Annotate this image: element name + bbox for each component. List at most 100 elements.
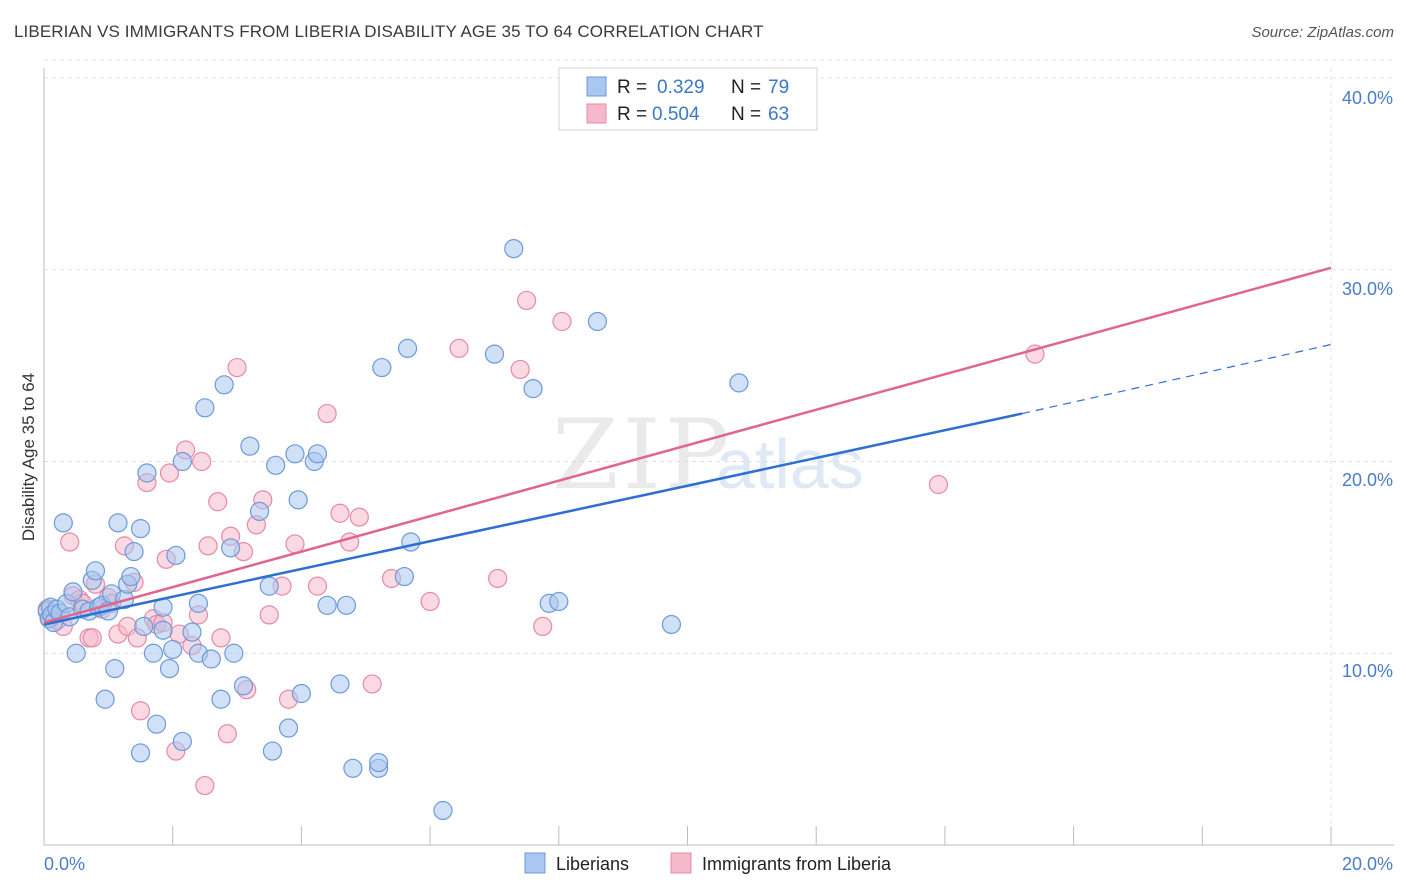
legend-top-r-label-2: R = <box>617 104 647 125</box>
liberians-point-51 <box>249 501 270 521</box>
liberians-point-60 <box>307 444 328 464</box>
immigrants-point-5 <box>60 532 80 552</box>
liberians-point-15 <box>85 561 106 581</box>
legend-top-n-value-2: 63 <box>768 104 789 125</box>
legend-top-blue-swatch <box>586 76 607 97</box>
series-immigrants-points <box>37 290 1045 796</box>
liberians-point-44 <box>201 649 221 669</box>
liberians-point-32 <box>147 714 167 734</box>
immigrants-point-63 <box>928 474 949 495</box>
axes <box>43 68 1394 846</box>
liberians-point-40 <box>182 622 202 642</box>
liberians-point-74 <box>523 379 543 399</box>
legend-top-n-label-2: N = <box>731 104 761 125</box>
immigrants-point-57 <box>488 568 508 589</box>
trend-line-immigrants <box>43 266 1332 624</box>
liberians-point-38 <box>172 451 192 472</box>
legend-bottom-pink-swatch <box>670 852 692 874</box>
legend-top-pink-swatch <box>586 103 607 124</box>
liberians-point-58 <box>291 683 311 704</box>
liberians-point-27 <box>130 519 151 539</box>
liberians-point-18 <box>95 689 115 709</box>
legend-top: R = 0.329 N = 79 R = 0.504 N = 63 <box>558 67 818 131</box>
legend-top-n-label-1: N = <box>731 77 761 98</box>
immigrants-point-33 <box>195 775 215 796</box>
series-liberians-points <box>37 239 749 821</box>
immigrants-point-59 <box>517 290 537 311</box>
y-tick-label-20: 20.0% <box>1342 470 1393 490</box>
immigrants-point-56 <box>449 338 469 358</box>
liberians-point-67 <box>369 752 389 773</box>
immigrants-point-49 <box>317 403 337 424</box>
immigrants-point-36 <box>211 628 231 648</box>
liberians-point-30 <box>137 463 157 483</box>
liberians-point-43 <box>195 398 215 418</box>
legend-top-r-value-1: 0.329 <box>657 77 705 98</box>
liberians-point-56 <box>285 444 305 464</box>
immigrants-point-47 <box>285 534 305 554</box>
liberians-point-68 <box>394 566 414 587</box>
liberians-point-53 <box>262 741 283 761</box>
immigrants-point-55 <box>420 591 440 612</box>
liberians-point-62 <box>330 674 350 694</box>
legend-bottom: Liberians Immigrants from Liberia <box>524 852 892 874</box>
liberians-point-26 <box>124 542 144 562</box>
immigrants-point-48 <box>307 576 328 596</box>
liberians-point-36 <box>163 639 183 660</box>
liberians-point-10 <box>63 582 83 602</box>
legend-bottom-label-immigrants: Immigrants from Liberia <box>702 854 892 874</box>
chart-title: LIBERIAN VS IMMIGRANTS FROM LIBERIA DISA… <box>14 22 764 41</box>
liberians-point-69 <box>397 338 418 358</box>
liberians-point-55 <box>278 718 299 738</box>
liberians-point-35 <box>159 658 180 679</box>
immigrants-point-37 <box>217 724 237 744</box>
legend-top-r-value-2: 0.504 <box>652 104 700 125</box>
liberians-point-65 <box>372 357 392 378</box>
liberians-point-63 <box>336 595 357 615</box>
legend-top-r-label-1: R = <box>617 77 647 98</box>
liberians-point-52 <box>259 576 279 596</box>
liberians-point-73 <box>504 239 524 259</box>
watermark: ZIP atlas <box>552 399 864 511</box>
liberians-point-33 <box>153 620 173 640</box>
immigrants-point-44 <box>259 605 279 625</box>
liberians-point-28 <box>130 743 151 763</box>
liberians-point-50 <box>240 436 260 456</box>
liberians-point-54 <box>266 455 286 475</box>
immigrants-point-53 <box>362 674 382 694</box>
immigrants-point-39 <box>227 357 247 378</box>
liberians-point-79 <box>729 373 749 393</box>
liberians-point-47 <box>221 538 241 558</box>
liberians-point-11 <box>66 643 86 663</box>
liberians-point-37 <box>166 545 186 566</box>
y-tick-label-40: 40.0% <box>1342 88 1393 108</box>
immigrants-point-20 <box>130 701 151 721</box>
y-tick-labels: 10.0% 20.0% 30.0% 40.0% <box>1342 88 1393 681</box>
x-tick-label-min: 0.0% <box>44 854 85 874</box>
immigrants-point-10 <box>82 628 102 648</box>
immigrants-point-34 <box>198 536 218 556</box>
liberians-point-31 <box>143 643 163 663</box>
legend-bottom-label-liberians: Liberians <box>556 854 629 874</box>
immigrants-point-52 <box>349 507 369 527</box>
immigrants-point-26 <box>159 463 180 483</box>
liberians-point-72 <box>484 344 505 364</box>
liberians-point-70 <box>401 532 421 552</box>
legend-bottom-blue-swatch <box>524 852 546 874</box>
liberians-point-78 <box>661 614 682 635</box>
liberians-point-46 <box>214 375 234 395</box>
trend-line-liberians <box>43 412 1023 626</box>
trend-lines <box>43 266 1332 626</box>
liberians-point-71 <box>433 800 453 821</box>
legend-top-n-value-1: 79 <box>768 77 789 98</box>
x-tick-label-max: 20.0% <box>1342 854 1393 874</box>
liberians-point-21 <box>105 658 125 679</box>
liberians-point-61 <box>317 595 337 615</box>
chart-source: Source: ZipAtlas.com <box>1251 24 1394 41</box>
liberians-point-48 <box>224 643 244 663</box>
immigrants-point-60 <box>533 616 553 637</box>
watermark-zip: ZIP <box>552 399 733 511</box>
liberians-point-64 <box>343 758 363 778</box>
immigrants-point-50 <box>330 503 350 523</box>
y-tick-label-10: 10.0% <box>1342 661 1393 681</box>
